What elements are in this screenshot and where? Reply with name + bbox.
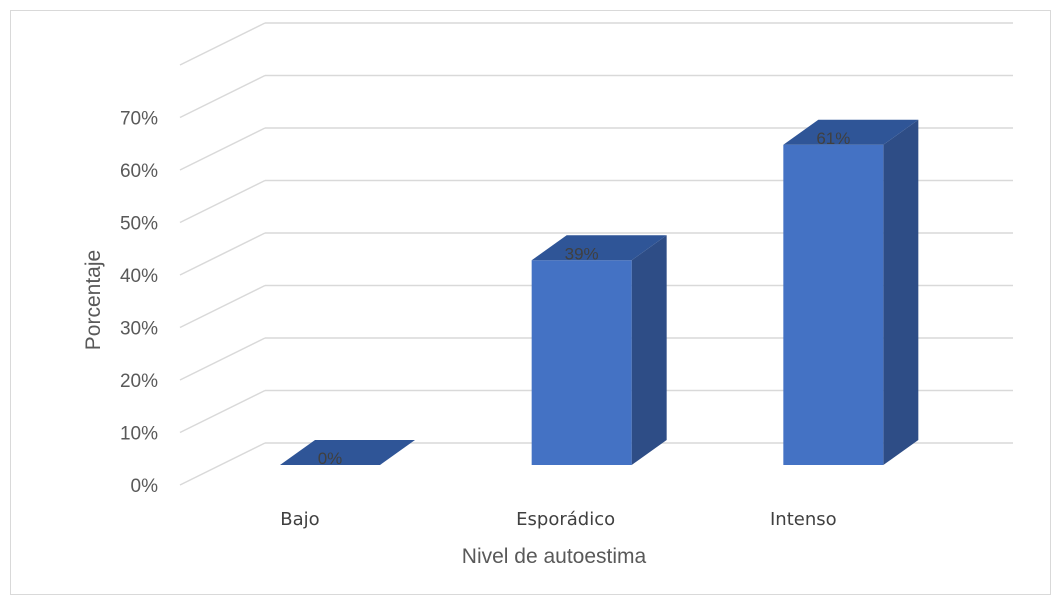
x-axis-title: Nivel de autoestima [462, 545, 647, 568]
y-axis-ticks: 0% 10% 20% 30% 40% 50% 60% 70% [120, 109, 158, 498]
data-labels: 0% 39% 61% [318, 129, 851, 468]
bar-intenso [783, 144, 884, 465]
data-label: 39% [565, 244, 599, 263]
gridline-diagonal [179, 22, 266, 66]
gridline-diagonal [179, 74, 266, 119]
bar-top [783, 119, 919, 145]
x-tick-label: Intenso [770, 509, 837, 530]
x-axis-ticks: Bajo Esporádico Intenso [280, 509, 836, 530]
y-tick-label: 40% [120, 266, 158, 287]
gridline-diagonal [179, 127, 266, 171]
gridline-diagonal [179, 389, 266, 434]
data-label: 0% [318, 449, 343, 468]
x-tick-label: Esporádico [516, 509, 615, 530]
y-axis-title: Porcentaje [82, 250, 105, 350]
y-tick-label: 30% [120, 319, 158, 340]
gridline-diagonal [179, 232, 266, 276]
bar-top [280, 440, 415, 465]
gridline-diagonal [179, 442, 266, 486]
y-tick-label: 20% [120, 371, 158, 392]
bar-esporádico [531, 260, 632, 465]
gridline-diagonal [179, 179, 266, 224]
y-tick-label: 50% [120, 214, 158, 235]
y-tick-label: 10% [120, 424, 158, 445]
bar-side [631, 235, 667, 465]
gridline-diagonal [179, 284, 266, 329]
bar-side [883, 119, 919, 465]
gridline-diagonal [179, 337, 266, 381]
x-tick-label: Bajo [280, 509, 319, 530]
bars [280, 119, 919, 465]
y-tick-label: 70% [120, 109, 158, 130]
y-tick-label: 60% [120, 161, 158, 182]
bar-top [531, 235, 667, 261]
y-tick-label: 0% [131, 476, 159, 497]
data-label: 61% [816, 129, 850, 148]
